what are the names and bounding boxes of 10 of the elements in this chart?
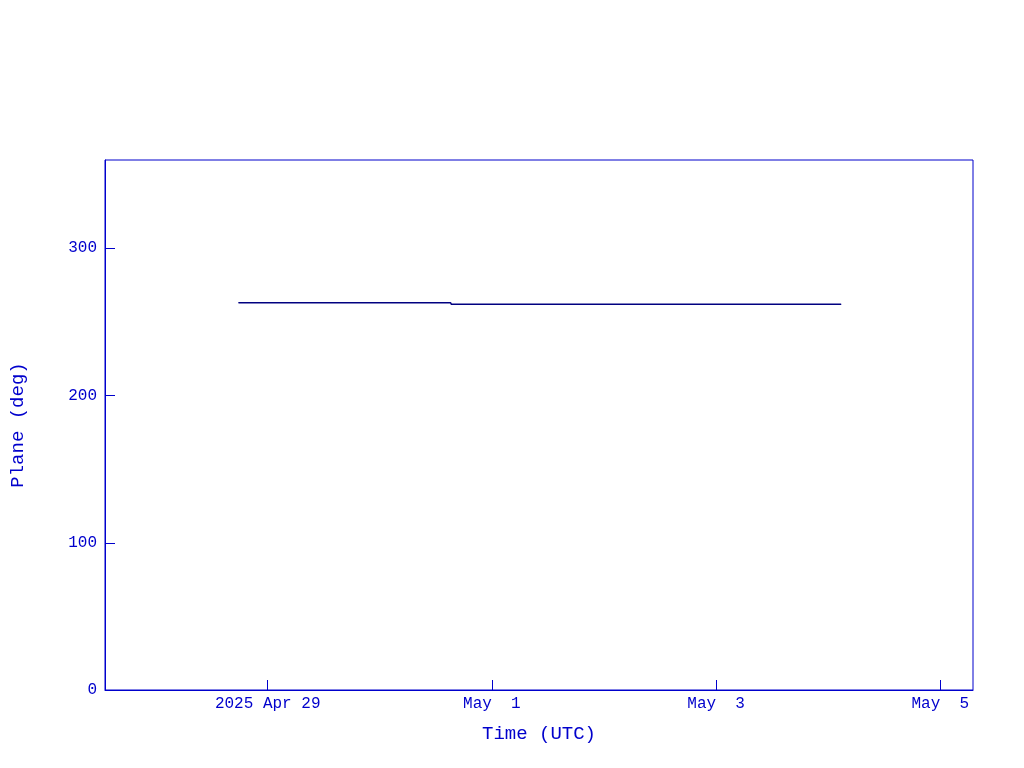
x-tick-label: May 3 — [687, 695, 745, 713]
x-tick-label: 2025 Apr 29 — [214, 695, 321, 713]
y-tick-label: 300 — [68, 239, 97, 258]
x-tick-label: May 1 — [463, 695, 521, 713]
y-tick-label: 200 — [68, 386, 97, 405]
y-tick-label: 100 — [68, 533, 97, 552]
y-tick-label: 0 — [87, 681, 97, 699]
x-tick-label: May 5 — [911, 695, 970, 713]
x-axis-title: Time (UTC) — [481, 722, 597, 745]
y-axis-title: Plane (deg) — [6, 362, 29, 488]
